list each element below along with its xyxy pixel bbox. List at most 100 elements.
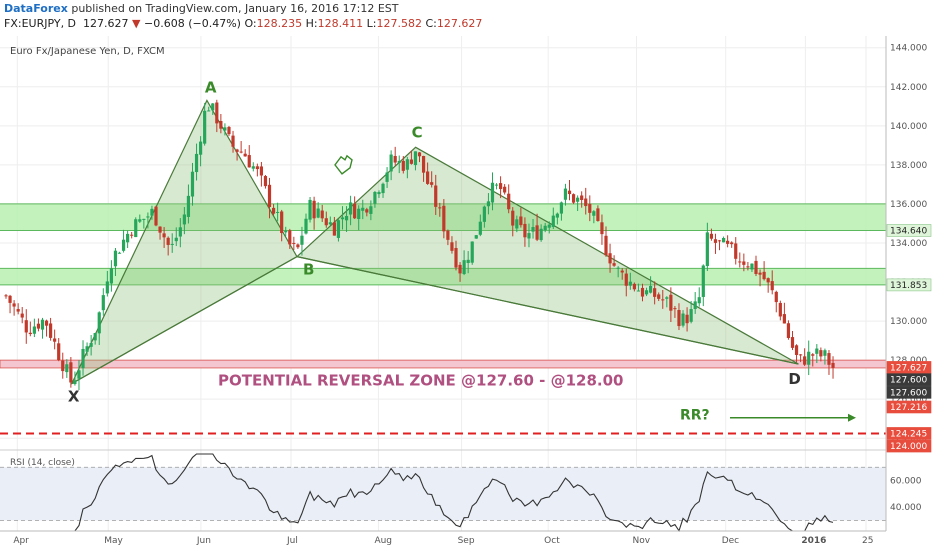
- candle-body: [819, 350, 823, 357]
- candle-body: [231, 135, 235, 147]
- publisher-name[interactable]: DataForex: [4, 2, 68, 15]
- price-label-value: 127.600: [890, 388, 927, 398]
- time-tick-label: Oct: [544, 536, 560, 546]
- candle-body: [498, 183, 503, 190]
- symbol-name[interactable]: FX:EURJPY, D: [4, 17, 77, 30]
- price-change: −0.608 (−0.47%): [144, 17, 241, 30]
- candle-body: [705, 232, 709, 267]
- pattern-label-a: A: [205, 78, 217, 96]
- candle-body: [292, 242, 296, 244]
- price-label-box: [886, 439, 932, 453]
- candle-body: [40, 319, 45, 330]
- candle-body: [101, 295, 105, 311]
- price-label-box: [886, 278, 932, 292]
- candle-body: [373, 191, 377, 204]
- candle-body: [385, 172, 389, 182]
- candle-body: [393, 156, 397, 163]
- candle-body: [713, 239, 718, 243]
- candle-body: [535, 225, 539, 240]
- low-value: 127.582: [376, 17, 422, 30]
- candle-body: [519, 216, 523, 226]
- price-tick-label: 138.000: [890, 161, 927, 171]
- candle-body: [478, 221, 482, 235]
- candle-body: [689, 309, 693, 322]
- candle-body: [361, 207, 365, 211]
- candle-body: [194, 153, 199, 173]
- close-value: 127.627: [436, 17, 483, 30]
- candle-body: [576, 197, 580, 202]
- candle-body: [81, 348, 85, 369]
- candle-body: [555, 213, 559, 218]
- candle-body: [284, 230, 288, 233]
- candle-body: [434, 185, 438, 207]
- candle-body: [430, 182, 434, 185]
- candle-body: [48, 323, 53, 338]
- candle-body: [770, 281, 774, 291]
- candle-body: [409, 159, 414, 164]
- candlesticks: [4, 99, 835, 390]
- candle-body: [600, 222, 604, 235]
- candle-body: [239, 151, 243, 153]
- candle-body: [782, 314, 786, 324]
- candle-body: [571, 194, 576, 203]
- reversal-zone: [0, 359, 887, 369]
- candle-body: [511, 210, 515, 226]
- price-label-value: 134.640: [890, 226, 927, 236]
- candle-body: [523, 223, 527, 238]
- candle-body: [211, 103, 215, 111]
- candle-body: [223, 127, 227, 131]
- price-tick-label: 126.000: [890, 395, 927, 405]
- candle-body: [580, 195, 584, 200]
- candle-body: [709, 233, 714, 239]
- candle-body: [113, 250, 118, 267]
- candle-body: [219, 121, 223, 129]
- candle-body: [454, 248, 458, 268]
- candle-body: [170, 243, 174, 245]
- candle-body: [405, 159, 409, 170]
- harmonic-pattern: [70, 99, 799, 386]
- candle-body: [340, 217, 345, 220]
- candle-body: [766, 278, 770, 283]
- candle-body: [466, 259, 470, 264]
- candle-body: [308, 199, 312, 220]
- candle-body: [154, 206, 158, 226]
- time-tick-label: Nov: [633, 536, 651, 546]
- candle-body: [592, 211, 596, 216]
- candle-body: [446, 230, 450, 240]
- candle-body: [482, 206, 486, 222]
- candle-body: [365, 209, 369, 213]
- candle-body: [823, 350, 827, 356]
- candle-body: [754, 260, 758, 274]
- candle-body: [774, 291, 778, 303]
- rsi-title: RSI (14, close): [10, 458, 75, 468]
- candle-body: [738, 261, 742, 263]
- candle-body: [790, 337, 795, 348]
- candle-body: [324, 218, 328, 226]
- candle-body: [267, 184, 272, 208]
- publish-header: DataForex published on TradingView.com, …: [4, 2, 399, 15]
- candle-body: [134, 219, 138, 238]
- high-label: H:: [305, 17, 318, 30]
- candle-body: [296, 244, 300, 248]
- hand-pointer-icon: [334, 154, 353, 175]
- candle-body: [494, 184, 499, 186]
- candle-body: [198, 141, 203, 155]
- candle-body: [486, 201, 491, 207]
- candle-body: [312, 200, 316, 219]
- price-label-value: 127.216: [890, 403, 927, 413]
- arrow-right-icon: [848, 413, 856, 422]
- candle-body: [807, 351, 811, 365]
- candle-body: [721, 237, 726, 243]
- candle-body: [778, 302, 782, 317]
- candle-body: [85, 346, 89, 352]
- candle-body: [32, 326, 36, 334]
- candle-body: [507, 193, 511, 210]
- candle-body: [328, 222, 332, 225]
- candle-body: [117, 252, 122, 254]
- candle-body: [503, 186, 507, 193]
- candle-body: [227, 126, 231, 135]
- rsi-line: [62, 453, 834, 533]
- last-price: 127.627: [83, 17, 129, 30]
- candle-body: [397, 160, 401, 163]
